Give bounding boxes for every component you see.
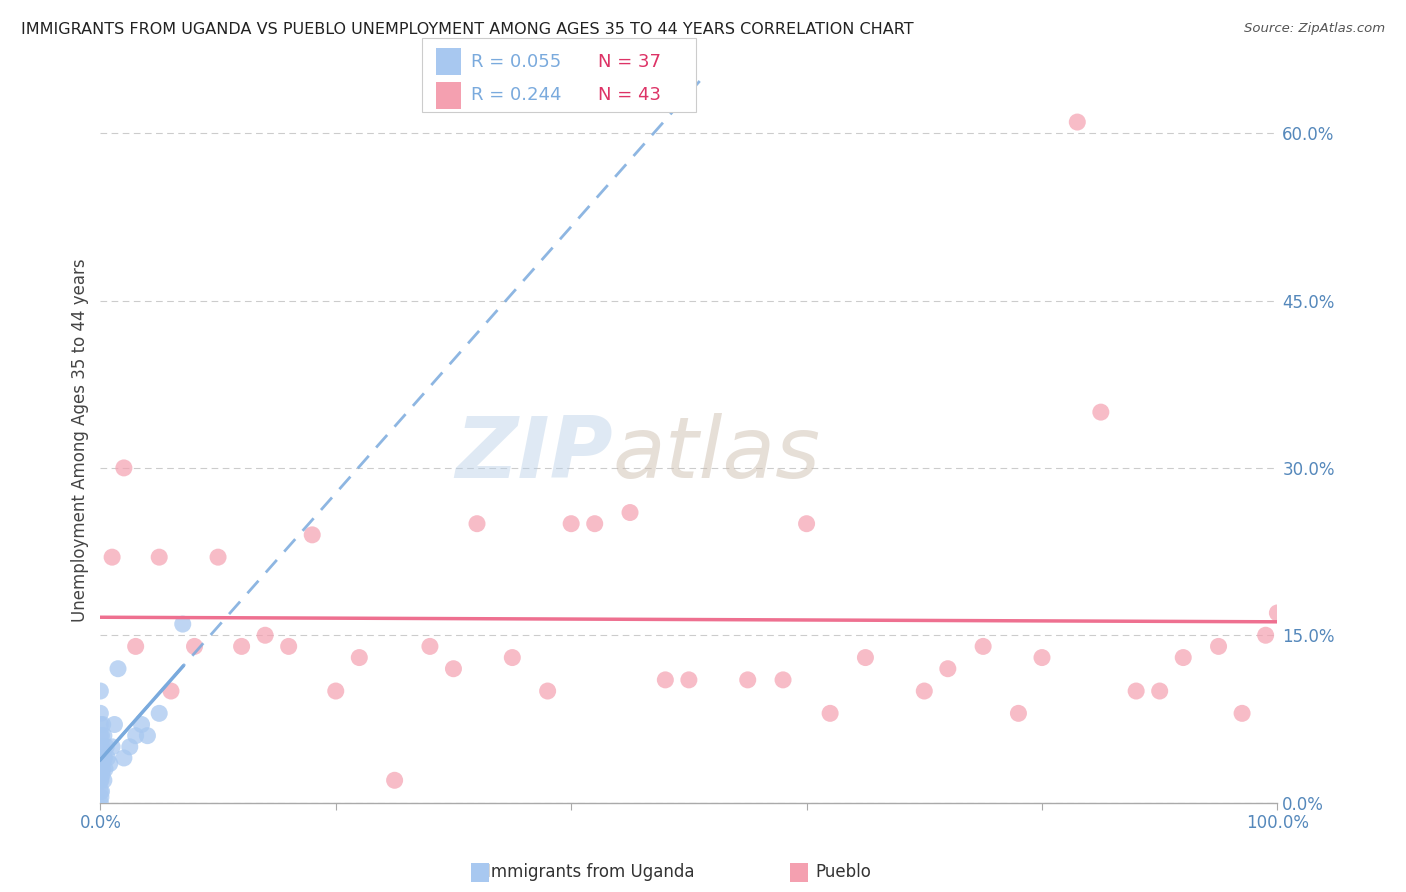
Point (90, 790, 112, 805)
Point (90, 784, 112, 798)
Point (855, 650, 877, 665)
Point (1090, 405, 1112, 419)
Point (172, 617, 194, 632)
Point (536, 684, 558, 698)
Point (148, 706, 170, 721)
Point (91, 751, 114, 765)
Point (89, 762, 111, 776)
Point (89, 706, 111, 721)
Point (1173, 650, 1195, 665)
Point (465, 516, 488, 531)
Point (91, 768, 114, 782)
Point (1208, 640, 1230, 654)
Text: N = 43: N = 43 (598, 87, 661, 104)
Point (103, 717, 125, 731)
Point (89, 729, 111, 743)
Point (1254, 628, 1277, 642)
Point (89, 739, 111, 754)
Point (384, 773, 406, 788)
Text: Source: ZipAtlas.com: Source: ZipAtlas.com (1244, 22, 1385, 36)
Point (277, 640, 299, 654)
Point (501, 650, 523, 665)
Point (93, 751, 115, 765)
Point (301, 528, 323, 542)
Point (96, 739, 118, 754)
Point (101, 739, 124, 754)
Text: R = 0.244: R = 0.244 (471, 87, 561, 104)
Point (89, 773, 111, 788)
Point (91, 717, 114, 731)
Point (796, 516, 818, 531)
Point (349, 650, 371, 665)
Point (91, 762, 114, 776)
Point (912, 684, 935, 698)
Point (89, 784, 111, 798)
Point (1267, 606, 1289, 620)
Point (160, 684, 183, 698)
Point (619, 506, 641, 520)
Point (90, 729, 112, 743)
Point (325, 684, 347, 698)
Point (124, 729, 146, 743)
Point (654, 673, 676, 687)
Text: ZIP: ZIP (454, 413, 613, 496)
Point (90, 756, 112, 771)
Point (1031, 650, 1053, 665)
Point (112, 751, 135, 765)
Point (89, 717, 111, 731)
Text: Pueblo: Pueblo (815, 863, 872, 881)
Point (443, 662, 465, 676)
Point (207, 550, 229, 565)
Text: N = 37: N = 37 (598, 53, 661, 70)
Text: IMMIGRANTS FROM UGANDA VS PUEBLO UNEMPLOYMENT AMONG AGES 35 TO 44 YEARS CORRELAT: IMMIGRANTS FROM UGANDA VS PUEBLO UNEMPLO… (21, 22, 914, 37)
Point (89, 684, 111, 698)
Point (136, 729, 159, 743)
Point (112, 461, 135, 475)
Point (678, 673, 700, 687)
Point (1149, 684, 1171, 698)
Point (972, 640, 994, 654)
Y-axis label: Unemployment Among Ages 35 to 44 years: Unemployment Among Ages 35 to 44 years (72, 258, 89, 622)
Point (818, 706, 841, 721)
Point (1066, 115, 1088, 129)
Point (89, 796, 111, 810)
Point (124, 640, 146, 654)
Point (1230, 706, 1253, 721)
Point (98, 756, 121, 771)
Point (131, 717, 153, 731)
Point (89, 751, 111, 765)
Point (419, 640, 441, 654)
Text: R = 0.055: R = 0.055 (471, 53, 561, 70)
Point (560, 516, 582, 531)
Point (936, 662, 959, 676)
Point (254, 628, 277, 642)
Point (93, 773, 115, 788)
Point (93, 729, 115, 743)
Text: atlas: atlas (613, 413, 820, 496)
Point (118, 739, 141, 754)
Text: Immigrants from Uganda: Immigrants from Uganda (486, 863, 695, 881)
Point (183, 640, 205, 654)
Point (737, 673, 759, 687)
Point (101, 550, 124, 565)
Point (90, 773, 112, 788)
Point (91, 739, 114, 754)
Point (1007, 706, 1029, 721)
Point (231, 640, 253, 654)
Point (1125, 684, 1147, 698)
Point (772, 673, 794, 687)
Point (96, 751, 118, 765)
Point (94, 762, 117, 776)
Point (583, 516, 606, 531)
Point (148, 550, 170, 565)
Point (107, 662, 129, 676)
